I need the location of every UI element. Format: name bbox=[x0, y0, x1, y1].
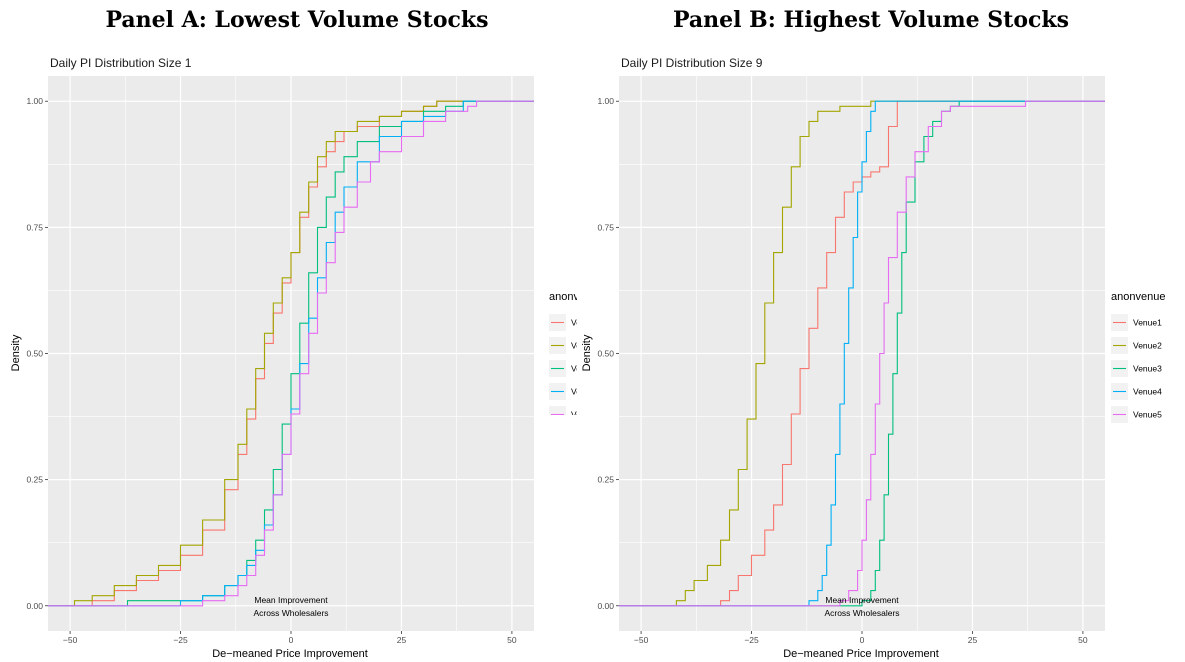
chart-b-plot-area: −50 −25 0 25 50 0.00 0.25 0.50 0.75 1.00 Mean Impr… bbox=[597, 76, 1105, 645]
chart-a-plot-area: −50 −25 0 25 50 0.00 0.25 0.50 0.75 1.00 Mean Impr… bbox=[26, 76, 534, 645]
chart-b-legend-label-venue4: Venue4 bbox=[1133, 387, 1162, 397]
chart-b-title: Daily PI Distribution Size 9 bbox=[621, 56, 763, 70]
chart-b-legend-label-venue2: Venue2 bbox=[1133, 341, 1162, 351]
chart-a-tick-label-y: 0.50 bbox=[26, 349, 43, 359]
panel-b: Panel B: Highest Volume Stocks Daily PI … bbox=[581, 7, 1165, 660]
chart-a-tick-label-x: 25 bbox=[397, 635, 407, 645]
chart-b-tick-label-y: 0.75 bbox=[597, 222, 614, 232]
chart-b-legend-label-venue1: Venue1 bbox=[1133, 318, 1162, 328]
chart-a-tick-label-x: −50 bbox=[63, 635, 78, 645]
chart-b-series-venue2 bbox=[619, 100, 1105, 607]
chart-b-tick-label-x: 0 bbox=[860, 635, 865, 645]
chart-b-ylabel: Density bbox=[581, 334, 593, 371]
chart-a-tick-label-y: 0.25 bbox=[26, 475, 43, 485]
chart-a-ylabel: Density bbox=[10, 334, 22, 371]
chart-b-legend: anonvenue Venue1 Venue2 Venue3 Venue4 Venue5 bbox=[1111, 291, 1165, 423]
chart-a-tick-label-y: 0.75 bbox=[26, 222, 43, 232]
panel-a: Panel A: Lowest Volume Stocks Daily PI D… bbox=[10, 7, 603, 660]
chart-a-tick-label-x: −25 bbox=[173, 635, 188, 645]
chart-b-tick-label-x: −25 bbox=[744, 635, 759, 645]
chart-a-title: Daily PI Distribution Size 1 bbox=[50, 56, 192, 70]
chart-a-annotation-line: Mean Improvement bbox=[254, 595, 328, 605]
chart-a-legend-label-venue5: Venue5 bbox=[571, 410, 600, 420]
chart-b-series-venue1 bbox=[619, 100, 1105, 607]
chart-b-xlabel: De−meaned Price Improvement bbox=[783, 648, 939, 660]
chart-b-tick-label-y: 0.00 bbox=[597, 601, 614, 611]
chart-a-series-venue4 bbox=[48, 100, 534, 607]
chart-b-legend-label-venue3: Venue3 bbox=[1133, 364, 1162, 374]
chart-b-tick-label-y: 0.25 bbox=[597, 475, 614, 485]
chart-a-xlabel: De−meaned Price Improvement bbox=[212, 648, 368, 660]
chart-b-series-venue5 bbox=[619, 100, 1105, 607]
chart-a-legend-label-venue2: Venue2 bbox=[571, 341, 600, 351]
chart-a-annotation-line: Across Wholesalers bbox=[253, 608, 328, 618]
panel-a-title: Panel A: Lowest Volume Stocks bbox=[105, 7, 488, 33]
chart-a-legend-label-venue3: Venue3 bbox=[571, 364, 600, 374]
chart-b-legend-title: anonvenue bbox=[1111, 291, 1165, 303]
chart-b-annotation-line: Mean Improvement bbox=[825, 595, 899, 605]
chart-a-series-venue2 bbox=[48, 100, 534, 607]
chart-b-tick-label-y: 0.50 bbox=[597, 349, 614, 359]
chart-b-legend-label-venue5: Venue5 bbox=[1133, 410, 1162, 420]
chart-b-tick-label-x: 25 bbox=[968, 635, 978, 645]
chart-a-legend-label-venue1: Venue1 bbox=[571, 318, 600, 328]
chart-b-annotation-line: Across Wholesalers bbox=[824, 608, 899, 618]
chart-a-legend-key-background bbox=[549, 406, 566, 415]
panel-b-title: Panel B: Highest Volume Stocks bbox=[673, 7, 1069, 33]
chart-a-series-venue5 bbox=[48, 100, 534, 607]
chart-a-tick-label-y: 1.00 bbox=[26, 96, 43, 106]
chart-b-series-venue4 bbox=[619, 100, 1105, 607]
chart-b-tick-label-y: 1.00 bbox=[597, 96, 614, 106]
chart-b-tick-label-x: −50 bbox=[634, 635, 649, 645]
chart-a-legend-title: anonvenue bbox=[549, 291, 603, 303]
chart-a-tick-label-x: 50 bbox=[507, 635, 517, 645]
chart-b-tick-label-x: 50 bbox=[1078, 635, 1088, 645]
chart-a-legend-label-venue4: Venue4 bbox=[571, 387, 600, 397]
chart-a-tick-label-x: 0 bbox=[289, 635, 294, 645]
chart-a-legend: anonvenue Venue1 Venue2 Venue3 Venue4 Venue5 bbox=[549, 291, 603, 420]
chart-a-tick-label-y: 0.00 bbox=[26, 601, 43, 611]
